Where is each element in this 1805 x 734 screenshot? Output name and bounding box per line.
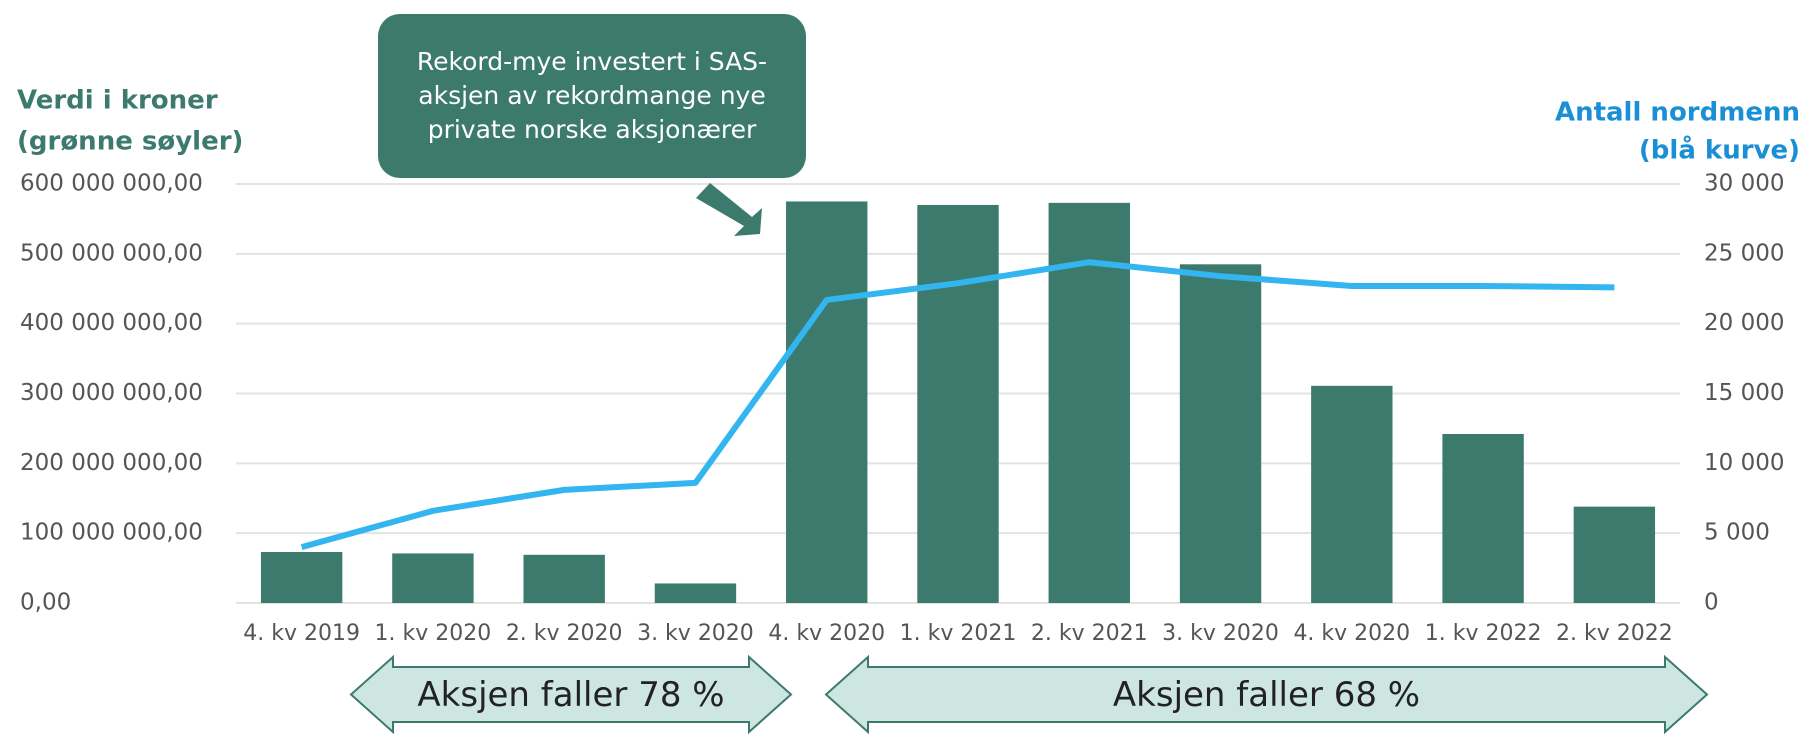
range-arrow-label: Aksjen faller 78 % <box>417 675 724 715</box>
callout-pointer <box>696 183 762 236</box>
y2-tick-label: 20 000 <box>1704 310 1784 336</box>
x-tick-label: 4. kv 2019 <box>243 621 360 646</box>
y-axis-label: Verdi i kroner <box>17 86 218 116</box>
bar <box>654 583 737 603</box>
bar <box>786 201 868 604</box>
y2-tick-label: 5 000 <box>1704 520 1770 546</box>
x-tick-label: 1. kv 2021 <box>900 621 1017 646</box>
line <box>300 259 1615 551</box>
bar <box>523 554 605 603</box>
x-tick-label: 3. kv 2020 <box>637 621 754 646</box>
bar <box>1573 506 1656 603</box>
x-tick-label: 2. kv 2022 <box>1556 621 1673 646</box>
y2-tick-label: 30 000 <box>1704 171 1784 197</box>
y-tick-label: 200 000 000,00 <box>20 450 203 476</box>
y2-axis-label: (blå kurve) <box>1639 134 1800 166</box>
x-tick-label: 4. kv 2020 <box>1293 621 1410 646</box>
range-arrow <box>824 654 1709 734</box>
callout-box <box>378 14 806 178</box>
y2-tick-label: 10 000 <box>1704 450 1784 476</box>
bar <box>1179 264 1262 603</box>
callout-text: private norske aksjonærer <box>428 115 757 144</box>
y-tick-label: 600 000 000,00 <box>20 171 203 197</box>
y-axis-label: (grønne søyler) <box>17 127 243 157</box>
x-tick-label: 1. kv 2022 <box>1425 621 1542 646</box>
bar <box>1311 385 1393 603</box>
x-tick-label: 4. kv 2020 <box>768 621 885 646</box>
y-tick-label: 100 000 000,00 <box>20 520 203 546</box>
range-arrow-label: Aksjen faller 68 % <box>1113 675 1420 715</box>
y2-axis-label: Antall nordmenn <box>1555 98 1800 128</box>
y-tick-label: 400 000 000,00 <box>20 310 203 336</box>
x-tick-label: 3. kv 2020 <box>1162 621 1279 646</box>
range-arrow <box>349 654 793 734</box>
y-tick-label: 0,00 <box>20 590 71 616</box>
y2-tick-label: 25 000 <box>1704 240 1784 266</box>
bar <box>392 553 474 603</box>
y-tick-label: 500 000 000,00 <box>20 240 203 266</box>
x-tick-label: 2. kv 2020 <box>506 621 623 646</box>
callout-text: Rekord-mye investert i SAS- <box>417 47 767 76</box>
x-tick-label: 2. kv 2021 <box>1031 621 1148 646</box>
callout-text: aksjen av rekordmange nye <box>418 81 765 110</box>
bar <box>917 204 999 603</box>
y2-tick-label: 0 <box>1704 590 1719 616</box>
y-tick-label: 300 000 000,00 <box>20 380 203 406</box>
x-tick-label: 1. kv 2020 <box>375 621 492 646</box>
y2-tick-label: 15 000 <box>1704 380 1784 406</box>
bar <box>1442 434 1524 603</box>
bar <box>260 552 343 603</box>
